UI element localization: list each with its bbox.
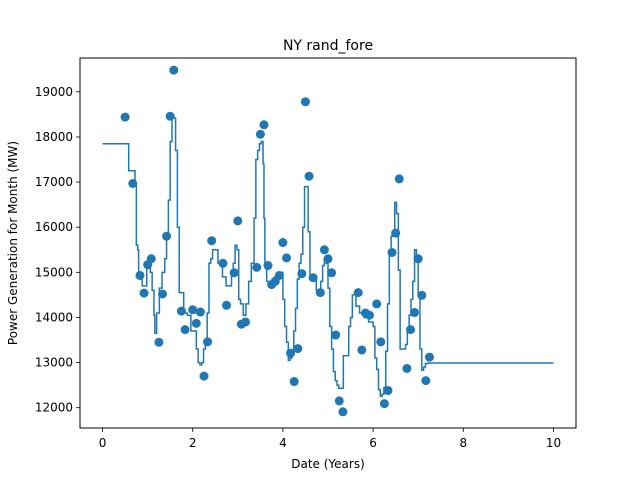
data-point — [372, 299, 382, 309]
data-point — [120, 112, 130, 122]
y-tick-label: 18000 — [35, 130, 73, 144]
data-point — [383, 386, 393, 396]
data-point — [323, 254, 333, 264]
data-point — [274, 270, 284, 280]
data-point — [233, 216, 243, 226]
data-point — [364, 310, 374, 320]
data-point — [289, 377, 299, 387]
data-point — [191, 318, 201, 328]
data-point — [338, 407, 348, 417]
data-point — [376, 337, 386, 347]
data-point — [357, 345, 367, 355]
x-tick-label: 0 — [99, 436, 107, 450]
data-point — [229, 268, 239, 278]
data-point — [417, 290, 427, 300]
data-point — [304, 171, 314, 181]
data-point — [158, 289, 168, 299]
x-axis-label: Date (Years) — [291, 457, 365, 471]
data-point — [334, 396, 344, 406]
data-point — [218, 258, 228, 268]
data-point — [319, 245, 329, 255]
data-point — [379, 399, 389, 409]
data-point — [188, 305, 198, 315]
data-point — [255, 129, 265, 139]
data-point — [286, 348, 296, 358]
data-point — [169, 65, 179, 75]
data-point — [278, 238, 288, 248]
data-point — [421, 376, 431, 386]
data-point — [394, 174, 404, 184]
data-point — [128, 178, 138, 188]
data-point — [162, 231, 172, 241]
x-tick-label: 4 — [279, 436, 287, 450]
y-tick-label: 19000 — [35, 85, 73, 99]
data-point — [252, 262, 262, 272]
data-point — [315, 288, 325, 298]
data-point — [263, 261, 273, 271]
data-point — [353, 288, 363, 298]
y-axis-label: Power Generation for Month (MW) — [6, 141, 20, 345]
data-point — [199, 371, 209, 381]
data-point — [240, 317, 250, 327]
observed-points — [120, 65, 434, 417]
x-tick-label: 2 — [189, 436, 197, 450]
x-tick-label: 6 — [369, 436, 377, 450]
data-point — [146, 254, 156, 264]
data-point — [424, 352, 434, 362]
data-point — [387, 247, 397, 257]
data-point — [331, 330, 341, 340]
chart-title: NY rand_fore — [283, 38, 373, 54]
data-point — [259, 120, 269, 130]
y-tick-label: 17000 — [35, 175, 73, 189]
data-point — [327, 268, 337, 278]
data-point — [402, 363, 412, 373]
data-point — [297, 269, 307, 279]
data-point — [308, 273, 318, 283]
data-point — [300, 97, 310, 107]
axes-frame — [79, 57, 577, 429]
data-point — [135, 270, 145, 280]
data-point — [222, 300, 232, 310]
x-tick-label: 10 — [546, 436, 561, 450]
data-point — [176, 306, 186, 316]
data-point — [391, 228, 401, 238]
x-axis-ticks: 0 2 4 6 8 10 — [99, 428, 561, 450]
y-tick-label: 12000 — [35, 401, 73, 415]
data-point — [180, 325, 190, 335]
data-point — [207, 236, 217, 246]
data-point — [165, 111, 175, 121]
data-point — [195, 307, 205, 317]
y-axis-ticks: 12000 13000 14000 15000 16000 17000 18000 19000 — [35, 85, 80, 415]
data-point — [413, 254, 423, 264]
y-tick-label: 15000 — [35, 265, 73, 279]
y-tick-label: 14000 — [35, 310, 73, 324]
data-point — [410, 307, 420, 317]
y-tick-label: 13000 — [35, 356, 73, 370]
data-point — [203, 337, 213, 347]
data-point — [282, 253, 292, 263]
data-point — [293, 344, 303, 354]
x-tick-label: 8 — [459, 436, 467, 450]
data-point — [406, 325, 416, 335]
data-point — [139, 288, 149, 298]
y-tick-label: 16000 — [35, 220, 73, 234]
data-point — [154, 337, 164, 347]
